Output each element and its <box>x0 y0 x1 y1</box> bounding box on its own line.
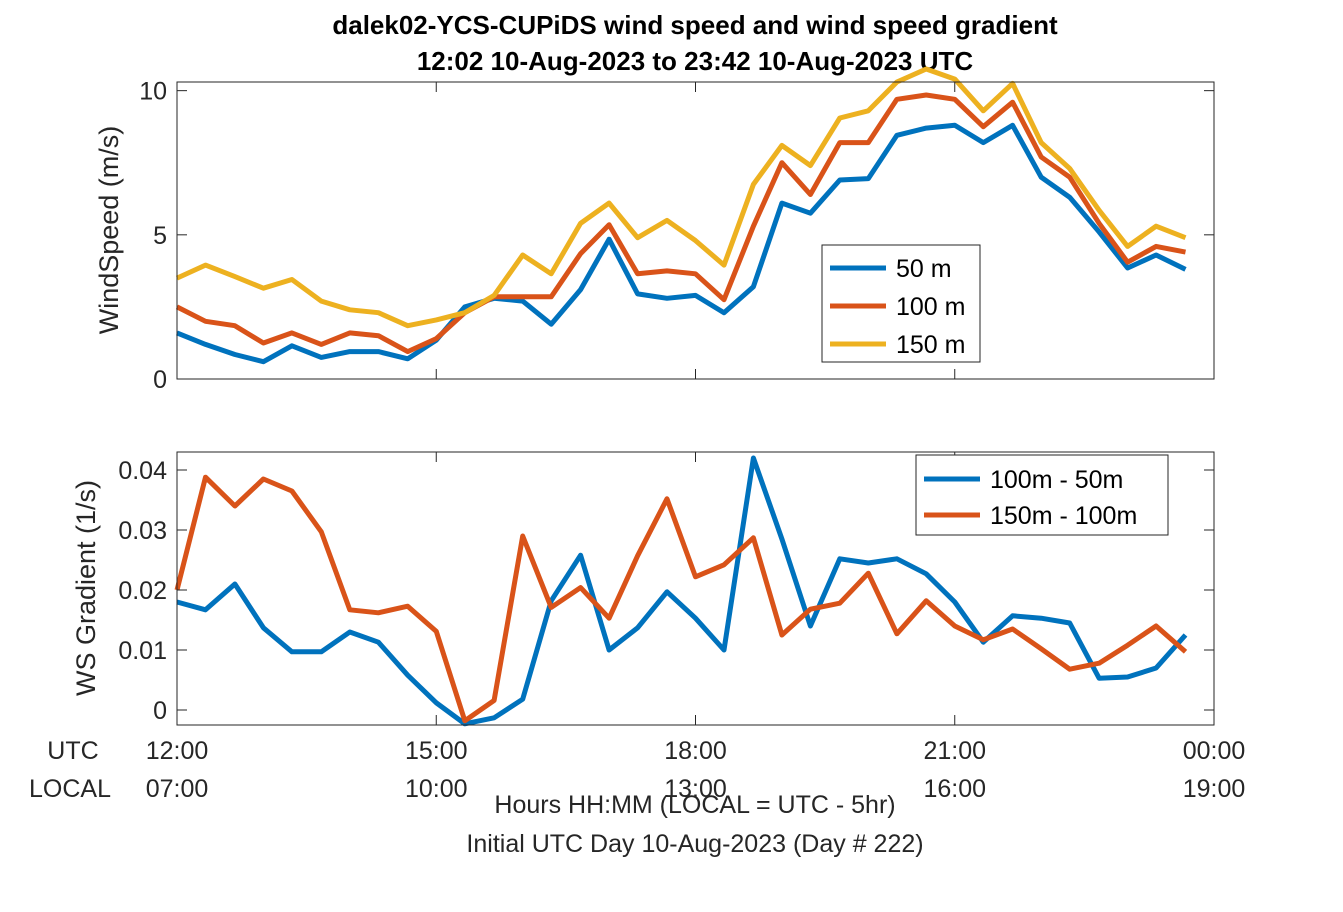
gradient-ylabel: WS Gradient (1/s) <box>71 480 101 696</box>
windspeed-series-line-3 <box>175 66 1187 329</box>
x-axis-label-line2: Initial UTC Day 10-Aug-2023 (Day # 222) <box>466 830 923 858</box>
windspeed-ylabel: WindSpeed (m/s) <box>94 126 124 335</box>
gradient-ytick-label: 0.04 <box>118 457 167 485</box>
windspeed-series-line-1 <box>176 122 1187 365</box>
legend-label-100m: 100 m <box>896 293 965 321</box>
xtick-label-utc: 21:00 <box>923 737 986 765</box>
xtick-label-local: 10:00 <box>405 775 468 803</box>
windspeed-series-line-2 <box>175 92 1186 355</box>
windspeed-series-group <box>175 66 1187 365</box>
xtick-label-utc: 15:00 <box>405 737 468 765</box>
windspeed-panel: 0 5 10 WindSpeed (m/s) 50 m 100 m 150 m <box>94 66 1215 394</box>
gradient-ytick-label: 0.02 <box>118 577 167 605</box>
xtick-label-local: 19:00 <box>1183 775 1246 803</box>
legend-label-150m: 150 m <box>896 331 965 359</box>
utc-row-label: UTC <box>47 737 98 765</box>
xtick-label-local: 13:00 <box>664 775 727 803</box>
gradient-legend-box <box>915 454 1169 536</box>
gradient-legend: 100m - 50m 150m - 100m <box>915 454 1169 536</box>
x-axis-label-line1: Hours HH:MM (LOCAL = UTC - 5hr) <box>494 791 895 819</box>
gradient-series-line-2 <box>174 474 1188 724</box>
windspeed-ytick-label: 0 <box>153 366 167 394</box>
gradient-ytick-label: 0 <box>153 697 167 725</box>
local-row-label: LOCAL <box>29 775 111 803</box>
gradient-ytick-label: 0.03 <box>118 517 167 545</box>
legend-label-150m-100m: 150m - 100m <box>990 502 1137 530</box>
windspeed-axes-box <box>176 81 1215 380</box>
windspeed-ytick-label: 10 <box>139 78 167 106</box>
windspeed-ytick-label: 5 <box>153 222 167 250</box>
xtick-label-utc: 18:00 <box>664 737 727 765</box>
windspeed-legend: 50 m 100 m 150 m <box>821 244 981 363</box>
legend-label-100m-50m: 100m - 50m <box>990 466 1123 494</box>
xtick-label-local: 16:00 <box>923 775 986 803</box>
xtick-label-utc: 00:00 <box>1183 737 1246 765</box>
xtick-label-local: 07:00 <box>146 775 209 803</box>
chart-title-line1: dalek02-YCS-CUPiDS wind speed and wind s… <box>332 10 1058 40</box>
legend-label-50m: 50 m <box>896 255 952 283</box>
chart-title-line2: 12:02 10-Aug-2023 to 23:42 10-Aug-2023 U… <box>417 46 974 76</box>
gradient-series-line-1 <box>176 455 1188 727</box>
xtick-label-utc: 12:00 <box>146 737 209 765</box>
gradient-ytick-label: 0.01 <box>118 637 167 665</box>
gradient-series-group <box>174 455 1188 727</box>
gradient-panel: 0 0.01 0.02 0.03 0.04 WS Gradient (1/s) 100m… <box>71 451 1215 727</box>
